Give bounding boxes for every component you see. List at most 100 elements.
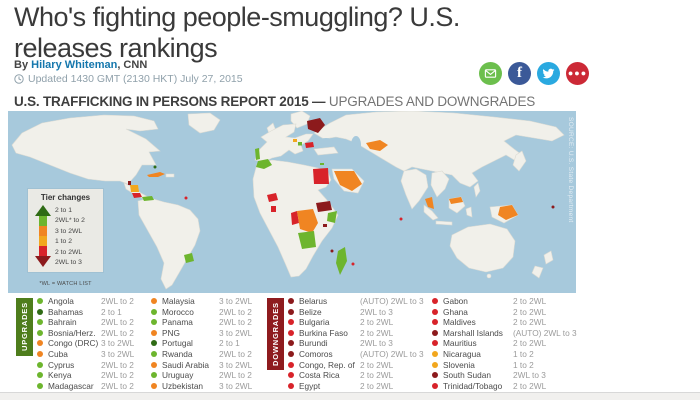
tier-dot [432,382,438,389]
country-name: Bosnia/Herz. [48,327,96,338]
share-more-button[interactable]: ●●● [566,62,589,85]
tier-change: 2WL to 3 [513,370,546,381]
country-trinidad-tobago [184,196,188,200]
tier-arrow-icon [35,205,51,268]
country-name: Burkina Faso [299,327,348,338]
country-kenya [327,211,337,223]
country-png [498,205,518,220]
country-name: Ghana [443,306,468,317]
region-turkey [313,146,339,156]
tier-change: 1 to 2 [513,349,534,359]
tier-dot [288,298,294,305]
country-list-item: Madagascar 2WL to 2 [37,380,149,391]
country-list-item: Ghana 2 to 2WL [432,307,590,318]
tier-dot [432,340,438,347]
country-uruguay [184,253,194,263]
country-name: Portugal [162,338,193,349]
country-name: Morocco [162,306,194,317]
author-link[interactable]: Hilary Whiteman [31,59,118,71]
country-name: Congo (DRC) [48,338,99,349]
island-greenland [187,112,221,134]
country-list-item: Maldives 2 to 2WL [432,317,590,328]
country-saudi-arabia [334,171,362,191]
caspian-sea [351,136,361,154]
tier-change: 2WL to 3 [360,338,393,349]
share-twitter-button[interactable] [537,62,560,85]
legend-item: 3 to 2WL [55,227,83,235]
country-belarus [307,118,325,133]
tier-dot [37,319,43,326]
tier-dot [151,361,157,368]
country-nicaragua [130,185,139,192]
tier-dot [151,298,157,305]
tier-change: 2 to 2WL [360,370,394,381]
country-egypt [313,168,329,184]
black-sea [319,138,333,144]
country-list-item: Burundi 2WL to 3 [288,338,430,349]
tier-dot [288,372,294,379]
tier-change: 2WL to 2 [219,349,252,359]
island-japan [512,150,527,172]
upgrades-label: UPGRADES [16,298,33,356]
legend-item: 1 to 2 [55,238,73,246]
country-list-item: Egypt 2 to 2WL [288,380,430,391]
legend-title: Tier changes [40,193,91,202]
country-list-item: Cyprus 2WL to 2 [37,359,149,370]
tier-change: 2 to 2WL [360,359,394,370]
country-uzbekistan [366,140,388,151]
world-map: SOURCE: U.S. State Department Tier chang… [8,111,576,293]
country-list-item: Belarus (AUTO) 2WL to 3 [288,296,430,307]
tier-dot [288,340,294,347]
island-sumatra [423,204,439,221]
island-tasmania [486,273,492,279]
country-slovenia [293,139,297,142]
continent-australia [449,223,516,273]
country-list-item: Bahamas 2 to 1 [37,307,149,318]
tier-dot [37,372,43,379]
tier-dot [37,361,43,368]
country-name: Uruguay [162,370,194,381]
country-list-item: Kenya 2WL to 2 [37,370,149,381]
country-name: Belize [299,306,322,317]
legend-footnote: *WL = WATCH LIST [39,281,92,287]
country-morocco [256,159,272,169]
country-list-item: Rwanda 2WL to 2 [151,349,263,360]
tier-dot [37,298,43,305]
tier-dot [288,382,294,389]
legend-item: 2 to 2WL [55,248,83,256]
country-list-item: Bulgaria 2 to 2WL [288,317,430,328]
tier-dot [432,298,438,305]
tier-change: 2 to 2WL [513,306,547,317]
byline: By Hilary Whiteman, CNN [14,59,147,71]
tier-change: 2WL to 2 [219,317,252,328]
country-list-item: Panama 2WL to 2 [151,317,263,328]
continent-europe [254,123,314,163]
share-facebook-button[interactable]: f [508,62,531,85]
updated-timestamp: Updated 1430 GMT (2130 HKT) July 27, 201… [14,73,243,85]
infographic-title: U.S. TRAFFICKING IN PERSONS REPORT 2015 … [14,94,536,109]
tier-change: 3 to 2WL [219,359,253,370]
country-list-item: Mauritius 2 to 2WL [432,338,590,349]
country-name: PNG [162,327,180,338]
share-bar: f ●●● [479,62,589,85]
tier-dot [288,308,294,315]
region-india [400,168,429,210]
facebook-icon: f [517,65,522,81]
tier-dot [151,308,157,315]
country-list-item: PNG 3 to 2WL [151,328,263,339]
country-list-item: Burkina Faso 2 to 2WL [288,328,430,339]
country-congo-drc [297,209,318,233]
tier-dot [37,382,43,389]
tier-change: 1 to 2 [513,359,534,370]
downgrades-label: DOWNGRADES [267,298,284,370]
tier-dot [37,329,43,336]
legend-items: 2 to 1 2WL* to 2 3 to 2WL 1 to 2 [55,205,100,268]
share-email-button[interactable] [479,62,502,85]
country-name: Bahrain [48,317,77,328]
country-marshall-islands [551,205,555,209]
island-java [435,220,453,226]
country-list-item: Uruguay 2WL to 2 [151,370,263,381]
country-list-item: Congo (DRC) 3 to 2WL [37,338,149,349]
tier-change: 2 to 1 [219,338,240,349]
